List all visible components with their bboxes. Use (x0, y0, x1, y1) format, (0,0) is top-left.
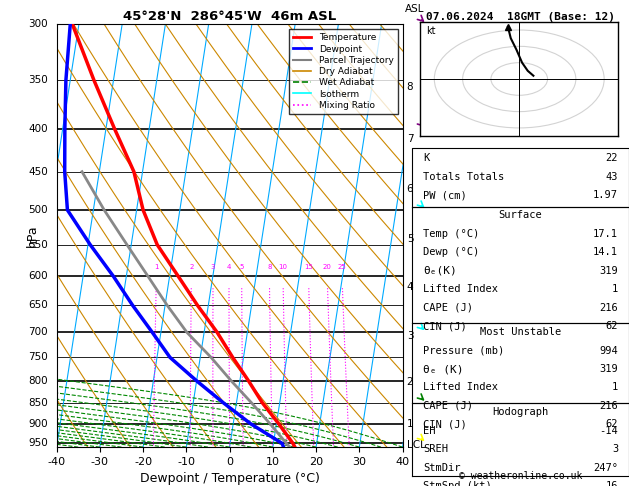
Text: kt: kt (426, 26, 436, 36)
Text: km
ASL: km ASL (405, 0, 425, 14)
Text: 20: 20 (323, 264, 331, 270)
Text: 350: 350 (28, 75, 48, 86)
Text: StmDir: StmDir (423, 463, 460, 473)
Text: hPa: hPa (26, 225, 39, 247)
Text: 1: 1 (154, 264, 159, 270)
Text: CIN (J): CIN (J) (423, 321, 467, 331)
Text: 16: 16 (606, 481, 618, 486)
Text: 14.1: 14.1 (593, 247, 618, 258)
Text: 1: 1 (612, 284, 618, 295)
Text: θₑ(K): θₑ(K) (423, 266, 457, 276)
Text: 3: 3 (407, 331, 413, 342)
Text: 600: 600 (28, 271, 48, 281)
Text: 216: 216 (599, 401, 618, 411)
Text: 950: 950 (28, 438, 48, 448)
Text: CIN (J): CIN (J) (423, 419, 467, 430)
Text: © weatheronline.co.uk: © weatheronline.co.uk (459, 471, 582, 481)
Text: 500: 500 (28, 205, 48, 215)
Text: 1: 1 (612, 382, 618, 393)
Text: 62: 62 (606, 321, 618, 331)
Text: 319: 319 (599, 364, 618, 374)
Text: PW (cm): PW (cm) (423, 190, 467, 200)
Text: Most Unstable: Most Unstable (480, 327, 561, 337)
Text: 2: 2 (189, 264, 194, 270)
Text: Totals Totals: Totals Totals (423, 172, 504, 182)
X-axis label: Dewpoint / Temperature (°C): Dewpoint / Temperature (°C) (140, 472, 320, 486)
Text: 4: 4 (407, 282, 413, 292)
Text: 15: 15 (304, 264, 313, 270)
Text: 750: 750 (28, 352, 48, 363)
Text: 6: 6 (407, 184, 413, 194)
Text: CAPE (J): CAPE (J) (423, 401, 473, 411)
Text: Lifted Index: Lifted Index (423, 382, 498, 393)
Text: 450: 450 (28, 167, 48, 177)
Text: 650: 650 (28, 300, 48, 311)
Text: 10: 10 (279, 264, 287, 270)
Text: 5: 5 (407, 234, 413, 243)
Text: EH: EH (423, 426, 435, 436)
Text: 2: 2 (407, 377, 413, 387)
Text: 700: 700 (28, 327, 48, 337)
Text: 5: 5 (240, 264, 244, 270)
Text: 07.06.2024  18GMT (Base: 12): 07.06.2024 18GMT (Base: 12) (426, 12, 615, 22)
Text: K: K (423, 153, 429, 163)
Text: 994: 994 (599, 346, 618, 356)
Text: LCL: LCL (407, 440, 426, 450)
Text: 900: 900 (28, 418, 48, 429)
Text: 7: 7 (407, 134, 413, 144)
Text: 550: 550 (28, 240, 48, 250)
Text: 1: 1 (407, 418, 413, 429)
Text: 17.1: 17.1 (593, 229, 618, 239)
Text: 800: 800 (28, 376, 48, 386)
Text: 43: 43 (606, 172, 618, 182)
Text: 319: 319 (599, 266, 618, 276)
Text: 25: 25 (337, 264, 346, 270)
Text: 1.97: 1.97 (593, 190, 618, 200)
Text: CAPE (J): CAPE (J) (423, 303, 473, 313)
Text: Surface: Surface (499, 210, 542, 221)
Text: 300: 300 (28, 19, 48, 29)
Text: Lifted Index: Lifted Index (423, 284, 498, 295)
Text: SREH: SREH (423, 444, 448, 454)
Text: 4: 4 (227, 264, 231, 270)
Text: 247°: 247° (593, 463, 618, 473)
Text: -14: -14 (599, 426, 618, 436)
Text: Pressure (mb): Pressure (mb) (423, 346, 504, 356)
Title: 45°28'N  286°45'W  46m ASL: 45°28'N 286°45'W 46m ASL (123, 10, 337, 23)
Text: StmSpd (kt): StmSpd (kt) (423, 481, 492, 486)
Text: Dewp (°C): Dewp (°C) (423, 247, 479, 258)
Text: 3: 3 (612, 444, 618, 454)
Text: 3: 3 (211, 264, 215, 270)
Text: Temp (°C): Temp (°C) (423, 229, 479, 239)
Text: θₑ (K): θₑ (K) (423, 364, 464, 374)
Text: 400: 400 (28, 124, 48, 134)
Text: 216: 216 (599, 303, 618, 313)
Text: 8: 8 (267, 264, 272, 270)
Text: 22: 22 (606, 153, 618, 163)
Text: 850: 850 (28, 398, 48, 408)
Legend: Temperature, Dewpoint, Parcel Trajectory, Dry Adiabat, Wet Adiabat, Isotherm, Mi: Temperature, Dewpoint, Parcel Trajectory… (289, 29, 398, 114)
Text: 62: 62 (606, 419, 618, 430)
Text: 8: 8 (407, 82, 413, 91)
Text: Hodograph: Hodograph (493, 407, 548, 417)
